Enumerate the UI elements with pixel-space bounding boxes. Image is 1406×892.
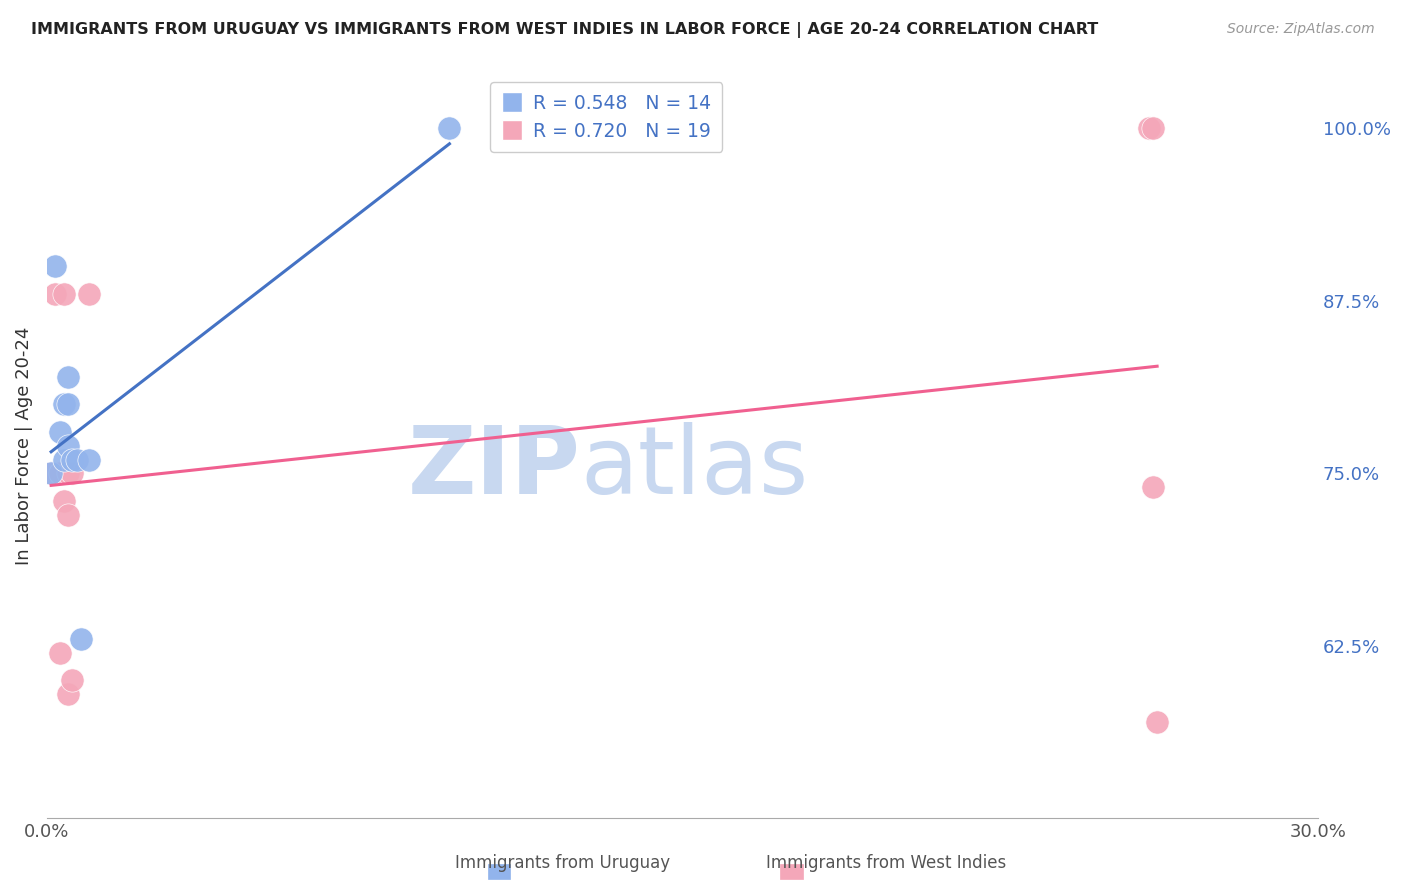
Point bbox=[44, 286, 66, 301]
Point bbox=[439, 121, 461, 136]
Text: Source: ZipAtlas.com: Source: ZipAtlas.com bbox=[1227, 22, 1375, 37]
Legend: R = 0.548   N = 14, R = 0.720   N = 19: R = 0.548 N = 14, R = 0.720 N = 19 bbox=[489, 82, 723, 153]
Text: Immigrants from West Indies: Immigrants from West Indies bbox=[766, 855, 1005, 872]
Point bbox=[1142, 121, 1164, 136]
Point bbox=[48, 425, 70, 439]
Point bbox=[52, 452, 75, 467]
Point bbox=[69, 632, 91, 646]
Point bbox=[48, 467, 70, 481]
Point bbox=[56, 439, 79, 453]
Point bbox=[39, 467, 62, 481]
Point bbox=[56, 369, 79, 384]
Point bbox=[56, 687, 79, 701]
Point bbox=[65, 452, 87, 467]
Point bbox=[60, 673, 83, 688]
Text: ZIP: ZIP bbox=[408, 422, 581, 514]
Point bbox=[52, 286, 75, 301]
Point bbox=[44, 259, 66, 273]
Point bbox=[1142, 480, 1164, 494]
Point bbox=[56, 508, 79, 522]
Point bbox=[1146, 714, 1168, 729]
Point bbox=[48, 646, 70, 660]
Y-axis label: In Labor Force | Age 20-24: In Labor Force | Age 20-24 bbox=[15, 326, 32, 565]
Point bbox=[1137, 121, 1160, 136]
Point bbox=[77, 286, 100, 301]
Point bbox=[56, 467, 79, 481]
Text: atlas: atlas bbox=[581, 422, 808, 514]
Point bbox=[52, 494, 75, 508]
Text: Immigrants from Uruguay: Immigrants from Uruguay bbox=[454, 855, 671, 872]
Text: IMMIGRANTS FROM URUGUAY VS IMMIGRANTS FROM WEST INDIES IN LABOR FORCE | AGE 20-2: IMMIGRANTS FROM URUGUAY VS IMMIGRANTS FR… bbox=[31, 22, 1098, 38]
Point bbox=[48, 467, 70, 481]
Point bbox=[60, 467, 83, 481]
Point bbox=[56, 397, 79, 411]
Point bbox=[60, 452, 83, 467]
Point bbox=[52, 397, 75, 411]
Point bbox=[77, 452, 100, 467]
Point bbox=[39, 467, 62, 481]
